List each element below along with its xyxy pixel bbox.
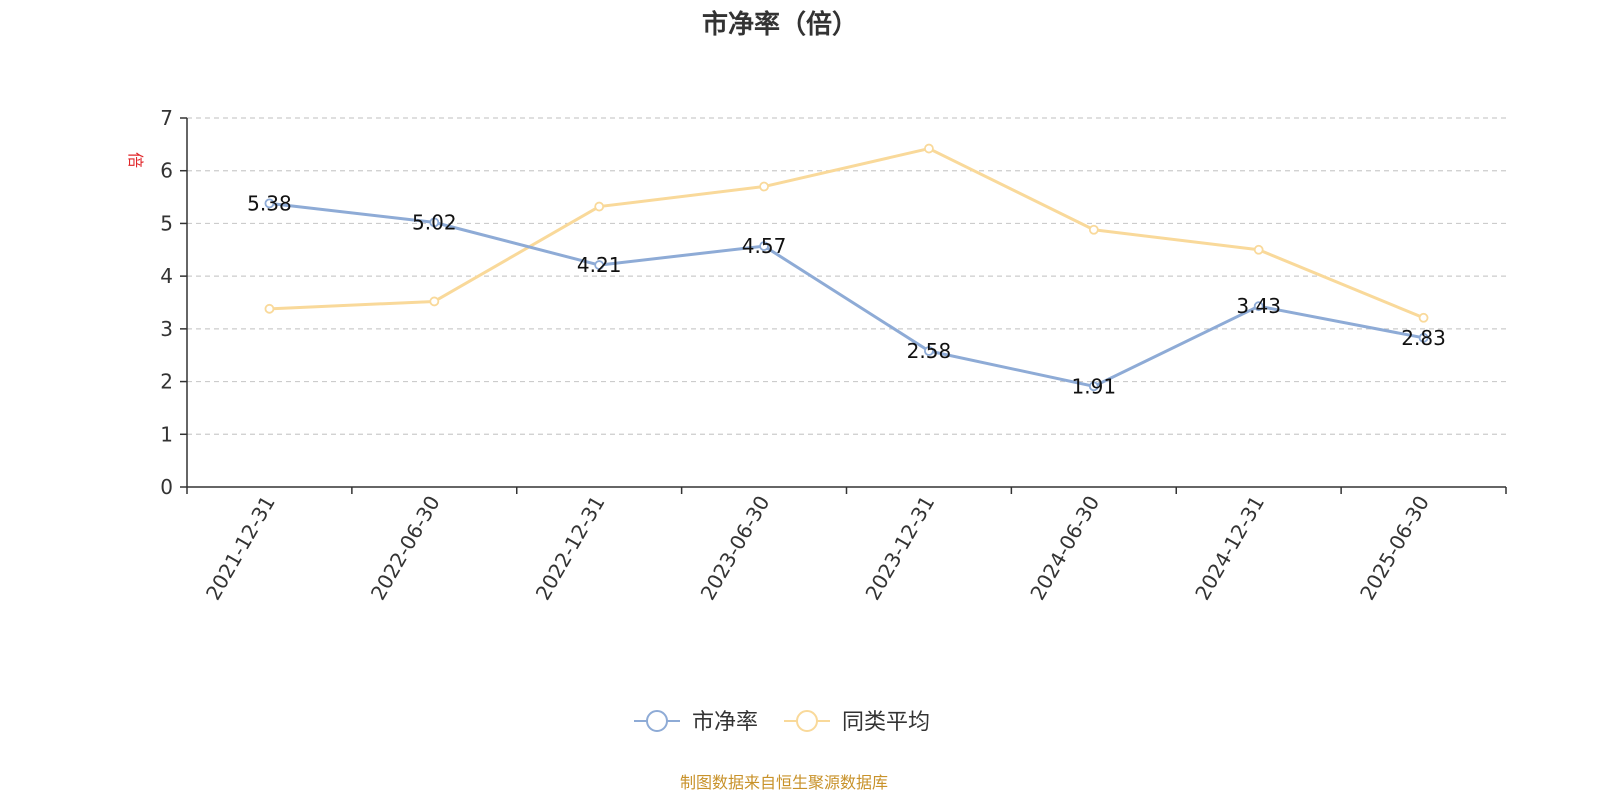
series-1-point[interactable] — [759, 181, 769, 192]
legend-swatch-marker — [796, 710, 818, 732]
x-tick-label: 2023-12-31 — [860, 492, 939, 605]
y-tick-label: 3 — [160, 317, 173, 341]
data-label: 3.43 — [1236, 294, 1281, 318]
y-axis-unit-label: 倍 — [126, 152, 145, 168]
series-layer — [264, 143, 1429, 392]
axis-layer: 0 1 2 3 4 5 6 7 2021-12-31 2022-06-30 2022-12-31 20… — [160, 106, 1507, 605]
data-source-note: 制图数据来自恒生聚源数据库 — [680, 773, 888, 792]
y-tick-label: 4 — [160, 264, 173, 288]
legend-swatch-marker — [646, 710, 668, 732]
data-label-layer: 5.38 5.02 4.21 4.57 2.58 1.91 3.43 2.83 — [247, 191, 1446, 398]
y-tick-label: 6 — [160, 159, 173, 183]
x-tick-label: 2023-06-30 — [695, 492, 774, 605]
grid-layer — [187, 117, 1506, 435]
series-1-point[interactable] — [264, 303, 275, 314]
data-label: 1.91 — [1072, 374, 1117, 398]
data-label: 2.83 — [1401, 326, 1446, 350]
series-1-point[interactable] — [1088, 224, 1099, 235]
legend-item-label[interactable]: 同类平均 — [842, 710, 930, 735]
series-0-point[interactable] — [1418, 332, 1429, 343]
data-label: 4.21 — [577, 253, 622, 277]
x-tick-label: 2024-12-31 — [1190, 492, 1269, 605]
series-1-point[interactable] — [1253, 244, 1264, 255]
chart-title: 市净率（倍） — [702, 9, 858, 40]
legend-item-label[interactable]: 市净率 — [692, 710, 758, 735]
y-tick-label: 0 — [160, 475, 173, 499]
x-tick-label: 2025-06-30 — [1355, 492, 1434, 605]
series-line-0 — [269, 201, 1424, 388]
series-0-point[interactable] — [1253, 301, 1264, 312]
series-0-point[interactable] — [924, 346, 934, 356]
series-0-point[interactable] — [429, 217, 440, 228]
legend: 市净率 同类平均 — [634, 710, 930, 735]
y-tick-label: 2 — [160, 370, 173, 394]
data-label: 5.38 — [247, 191, 292, 215]
y-tick-label: 7 — [160, 106, 173, 130]
x-tick-label: 2021-12-31 — [201, 492, 280, 605]
series-0-point[interactable] — [264, 198, 275, 209]
series-0-point[interactable] — [594, 260, 605, 270]
series-1-point[interactable] — [594, 201, 605, 212]
data-label: 2.58 — [907, 339, 952, 363]
x-tick-label: 2024-06-30 — [1025, 492, 1104, 605]
series-1-point[interactable] — [924, 143, 934, 154]
series-line-1 — [269, 147, 1425, 320]
x-tick-label: 2022-06-30 — [366, 492, 445, 605]
data-label: 4.57 — [742, 234, 787, 258]
series-1-point[interactable] — [1418, 312, 1429, 323]
y-tick-label: 1 — [160, 422, 173, 446]
x-tick-label: 2022-12-31 — [531, 492, 610, 605]
y-tick-label: 5 — [160, 211, 173, 235]
data-label: 5.02 — [412, 210, 457, 234]
series-0-point[interactable] — [759, 241, 769, 251]
series-0-point[interactable] — [1088, 381, 1099, 392]
series-1-point[interactable] — [429, 296, 440, 307]
